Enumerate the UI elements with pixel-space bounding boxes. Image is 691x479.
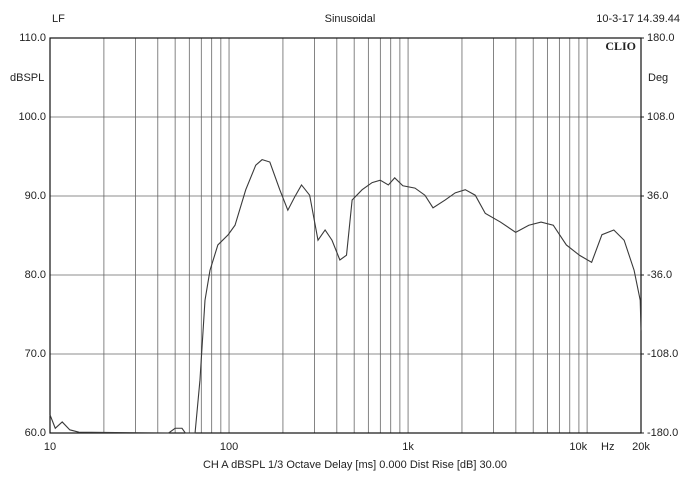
footer: CH A dBSPL 1/3 Octave Delay [ms] 0.000 D… xyxy=(203,459,507,471)
left-header: LF xyxy=(52,13,65,25)
x-tick-label: 10k xyxy=(569,441,587,453)
y-tick-label: 70.0 xyxy=(25,348,46,360)
y2-tick-label: 108.0 xyxy=(647,111,675,123)
y-tick-label: 80.0 xyxy=(25,269,46,281)
y2-tick-label: -36.0 xyxy=(647,269,672,281)
chart-title: Sinusoidal xyxy=(325,13,376,25)
plot-frame xyxy=(49,37,642,434)
y2-tick-label: 36.0 xyxy=(647,190,668,202)
y2-tick-label: -180.0 xyxy=(647,427,678,439)
right-header: 10-3-17 14.39.44 xyxy=(596,13,680,25)
x-tick-label: 20k xyxy=(632,441,650,453)
y-tick-label: 90.0 xyxy=(25,190,46,202)
y2-tick-label: 180.0 xyxy=(647,32,675,44)
y-tick-label: 100.0 xyxy=(18,111,46,123)
y-tick-label: 110.0 xyxy=(19,32,46,44)
y2-axis-label: Deg xyxy=(648,72,668,84)
y-axis-label: dBSPL xyxy=(10,72,44,84)
x-tick-label: 100 xyxy=(220,441,238,453)
x-tick-label: 1k xyxy=(402,441,414,453)
y-tick-label: 60.0 xyxy=(25,427,46,439)
brand: CLIO xyxy=(605,39,636,53)
y2-tick-label: -108.0 xyxy=(647,348,678,360)
x-tick-label: 10 xyxy=(44,441,56,453)
series-line xyxy=(49,159,642,434)
x-axis-label: Hz xyxy=(601,441,614,453)
